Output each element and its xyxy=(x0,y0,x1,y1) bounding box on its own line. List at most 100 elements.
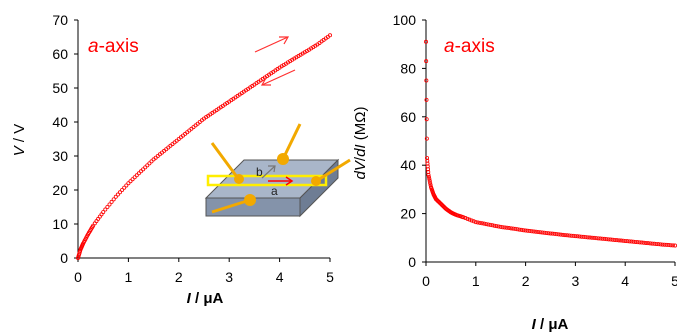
data-point xyxy=(475,220,480,225)
data-point xyxy=(136,171,141,176)
data-point xyxy=(511,226,516,231)
data-point xyxy=(465,216,470,221)
y-tick-label: 100 xyxy=(393,12,417,28)
left-annotation-prefix: a xyxy=(88,36,99,57)
data-point xyxy=(585,235,590,240)
right-ylabel-slash: / xyxy=(352,156,369,161)
data-point xyxy=(648,241,653,246)
right-y-axis-label: dV/dI (MΩ) xyxy=(352,107,369,180)
data-point xyxy=(145,163,150,168)
data-point xyxy=(126,181,131,186)
data-point xyxy=(467,217,472,222)
data-point xyxy=(107,202,112,207)
x-tick-label: 2 xyxy=(175,269,183,285)
right-annotation: a-axis xyxy=(444,36,495,57)
data-point xyxy=(552,231,557,236)
data-point xyxy=(122,185,127,190)
a-arrow-head xyxy=(285,176,294,186)
data-point xyxy=(473,220,478,225)
data-point xyxy=(424,59,429,64)
data-point xyxy=(513,226,518,231)
data-point xyxy=(519,227,524,232)
data-point xyxy=(556,232,561,237)
data-point xyxy=(583,235,588,240)
data-point xyxy=(660,242,665,247)
data-point xyxy=(542,230,547,235)
data-point xyxy=(538,230,543,235)
data-point xyxy=(627,239,632,244)
data-point xyxy=(637,240,642,245)
forward-arrow xyxy=(254,36,290,53)
b-direction-label: b xyxy=(256,165,263,179)
data-point xyxy=(550,231,555,236)
left-xlabel-symbol: I xyxy=(187,290,192,307)
data-point xyxy=(652,241,657,246)
data-point xyxy=(113,194,118,199)
right-y-tick-labels: 0 20 40 60 80 100 xyxy=(393,12,426,270)
data-point xyxy=(477,220,482,225)
x-tick-label: 3 xyxy=(572,273,580,289)
data-point xyxy=(600,236,605,241)
b-arrow-head xyxy=(268,165,276,173)
y-tick-label: 0 xyxy=(408,254,416,270)
left-ylabel-symbol: V xyxy=(11,144,28,156)
data-point xyxy=(625,239,630,244)
data-point xyxy=(587,235,592,240)
y-tick-label: 30 xyxy=(52,148,68,164)
b-direction-arrow xyxy=(261,165,276,179)
left-y-axis-label: V / V xyxy=(11,124,28,157)
data-point xyxy=(496,224,501,229)
chart-right: 0 20 40 60 80 100 0 1 2 3 4 5 a-axis dV/dI (MΩ) I … xyxy=(352,12,677,333)
data-point xyxy=(571,233,576,238)
x-tick-label: 0 xyxy=(422,273,430,289)
data-point xyxy=(480,221,485,226)
left-y-tick-labels: 0 10 20 30 40 50 60 70 xyxy=(52,12,78,266)
x-tick-label: 4 xyxy=(276,269,284,285)
y-tick-label: 40 xyxy=(400,157,416,173)
sample-schematic-inset: b a xyxy=(204,123,351,218)
right-x-axis-label: I / μA xyxy=(532,316,569,333)
data-point xyxy=(602,236,607,241)
data-point xyxy=(670,243,675,248)
x-tick-label: 1 xyxy=(472,273,480,289)
contact-pads xyxy=(234,153,321,206)
data-point xyxy=(469,218,474,223)
y-tick-label: 40 xyxy=(52,114,68,130)
data-point xyxy=(641,240,646,245)
data-point xyxy=(515,227,520,232)
left-x-tick-labels: 0 1 2 3 4 5 xyxy=(74,258,334,285)
right-ylabel-dv: dV xyxy=(352,159,369,179)
data-point xyxy=(606,237,611,242)
data-point xyxy=(132,175,137,180)
right-axes xyxy=(425,20,675,263)
x-tick-label: 5 xyxy=(671,273,677,289)
data-point xyxy=(604,237,609,242)
left-axes xyxy=(77,20,330,259)
a-direction-label: a xyxy=(271,184,278,198)
data-point xyxy=(654,241,659,246)
y-tick-label: 50 xyxy=(52,80,68,96)
data-point xyxy=(666,243,671,248)
y-tick-label: 60 xyxy=(400,109,416,125)
data-point xyxy=(486,222,491,227)
left-xlabel-unit: / μA xyxy=(191,290,224,307)
data-point xyxy=(621,238,626,243)
data-point xyxy=(143,165,148,170)
data-point xyxy=(623,238,628,243)
data-point xyxy=(544,230,549,235)
data-point xyxy=(673,243,677,248)
x-tick-label: 2 xyxy=(522,273,530,289)
backward-arrow xyxy=(260,69,296,86)
right-annotation-suffix: -axis xyxy=(455,36,495,57)
x-tick-label: 5 xyxy=(326,269,334,285)
data-point xyxy=(565,233,570,238)
data-point xyxy=(614,238,619,243)
data-point xyxy=(598,236,603,241)
data-point xyxy=(471,219,476,224)
data-point xyxy=(664,242,669,247)
data-point xyxy=(327,33,332,38)
data-point xyxy=(463,216,468,221)
data-point xyxy=(629,239,634,244)
data-point xyxy=(592,235,597,240)
data-point xyxy=(118,190,123,195)
